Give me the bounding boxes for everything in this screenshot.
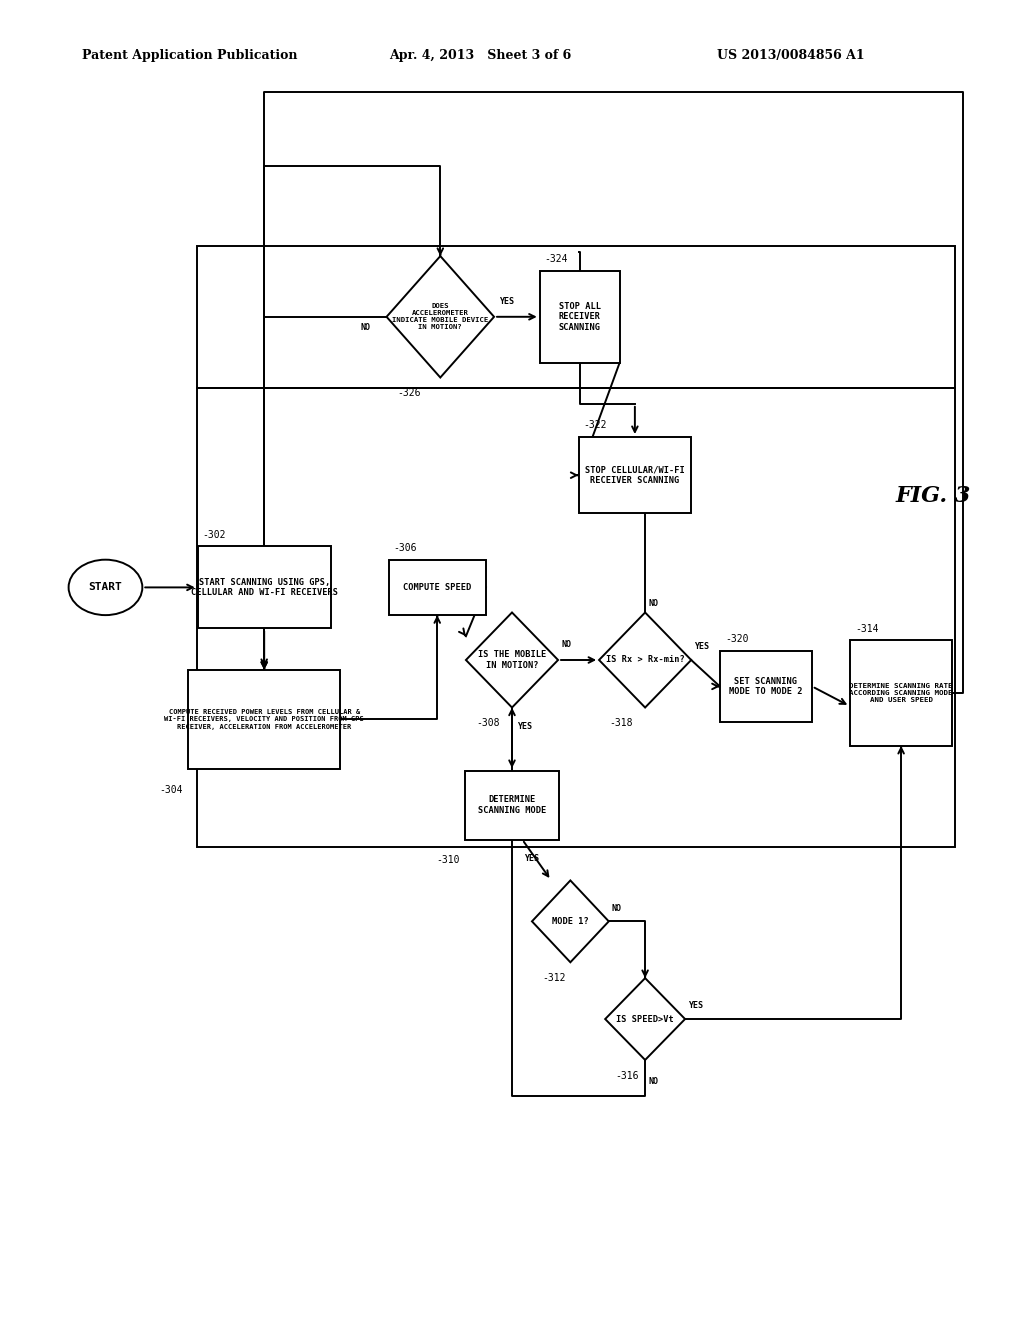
Text: -318: -318 xyxy=(609,718,633,729)
Text: START SCANNING USING GPS,
CELLULAR AND WI-FI RECEIVERS: START SCANNING USING GPS, CELLULAR AND W… xyxy=(190,578,338,597)
FancyBboxPatch shape xyxy=(850,640,952,746)
Text: STOP ALL
RECEIVER
SCANNING: STOP ALL RECEIVER SCANNING xyxy=(558,301,601,333)
Text: SET SCANNING
MODE TO MODE 2: SET SCANNING MODE TO MODE 2 xyxy=(729,677,803,696)
Text: -322: -322 xyxy=(584,420,607,430)
Text: YES: YES xyxy=(500,297,514,306)
Text: -314: -314 xyxy=(855,623,879,634)
Text: NO: NO xyxy=(561,640,571,649)
Text: STOP CELLULAR/WI-FI
RECEIVER SCANNING: STOP CELLULAR/WI-FI RECEIVER SCANNING xyxy=(585,466,685,484)
Text: -312: -312 xyxy=(543,973,565,983)
Text: -310: -310 xyxy=(436,855,460,866)
Text: DETERMINE SCANNING RATE
ACCORDING SCANNING MODE
AND USER SPEED: DETERMINE SCANNING RATE ACCORDING SCANNI… xyxy=(849,682,953,704)
Polygon shape xyxy=(466,612,558,708)
FancyBboxPatch shape xyxy=(540,271,620,363)
FancyBboxPatch shape xyxy=(579,437,691,513)
FancyBboxPatch shape xyxy=(389,560,486,615)
Text: COMPUTE RECEIVED POWER LEVELS FROM CELLULAR &
WI-FI RECEIVERS, VELOCITY AND POSI: COMPUTE RECEIVED POWER LEVELS FROM CELLU… xyxy=(164,709,365,730)
FancyBboxPatch shape xyxy=(465,771,559,840)
Text: -326: -326 xyxy=(397,388,420,399)
Text: -308: -308 xyxy=(476,718,500,729)
Text: COMPUTE SPEED: COMPUTE SPEED xyxy=(403,583,471,591)
FancyBboxPatch shape xyxy=(198,546,331,628)
Ellipse shape xyxy=(69,560,142,615)
Text: NO: NO xyxy=(360,323,371,333)
Polygon shape xyxy=(387,256,494,378)
Text: IS THE MOBILE
IN MOTION?: IS THE MOBILE IN MOTION? xyxy=(478,651,546,669)
Text: NO: NO xyxy=(612,904,622,913)
Text: IS SPEED>Vt: IS SPEED>Vt xyxy=(616,1015,674,1023)
Polygon shape xyxy=(532,880,608,962)
Text: -320: -320 xyxy=(725,634,749,644)
Text: US 2013/0084856 A1: US 2013/0084856 A1 xyxy=(717,49,864,62)
FancyBboxPatch shape xyxy=(188,671,340,768)
Text: DOES
ACCELEROMETER
INDICATE MOBILE DEVICE
IN MOTION?: DOES ACCELEROMETER INDICATE MOBILE DEVIC… xyxy=(392,304,488,330)
Text: NO: NO xyxy=(648,1077,658,1086)
Text: FIG. 3: FIG. 3 xyxy=(896,484,972,507)
Text: -324: -324 xyxy=(545,253,568,264)
Text: YES: YES xyxy=(688,1002,703,1011)
Text: YES: YES xyxy=(517,722,532,731)
Polygon shape xyxy=(599,612,691,708)
Text: IS Rx > Rx-min?: IS Rx > Rx-min? xyxy=(606,656,684,664)
Text: -316: -316 xyxy=(615,1071,639,1081)
FancyBboxPatch shape xyxy=(720,651,812,722)
Text: Apr. 4, 2013   Sheet 3 of 6: Apr. 4, 2013 Sheet 3 of 6 xyxy=(389,49,571,62)
Text: -304: -304 xyxy=(160,784,183,795)
Text: DETERMINE
SCANNING MODE: DETERMINE SCANNING MODE xyxy=(478,796,546,814)
Text: NO: NO xyxy=(648,599,658,609)
Text: MODE 1?: MODE 1? xyxy=(552,917,589,925)
Text: Patent Application Publication: Patent Application Publication xyxy=(82,49,297,62)
Text: -306: -306 xyxy=(393,543,417,553)
Text: START: START xyxy=(89,582,122,593)
Text: YES: YES xyxy=(694,643,710,652)
Text: YES: YES xyxy=(524,854,540,863)
Text: -302: -302 xyxy=(203,529,226,540)
Polygon shape xyxy=(605,978,685,1060)
